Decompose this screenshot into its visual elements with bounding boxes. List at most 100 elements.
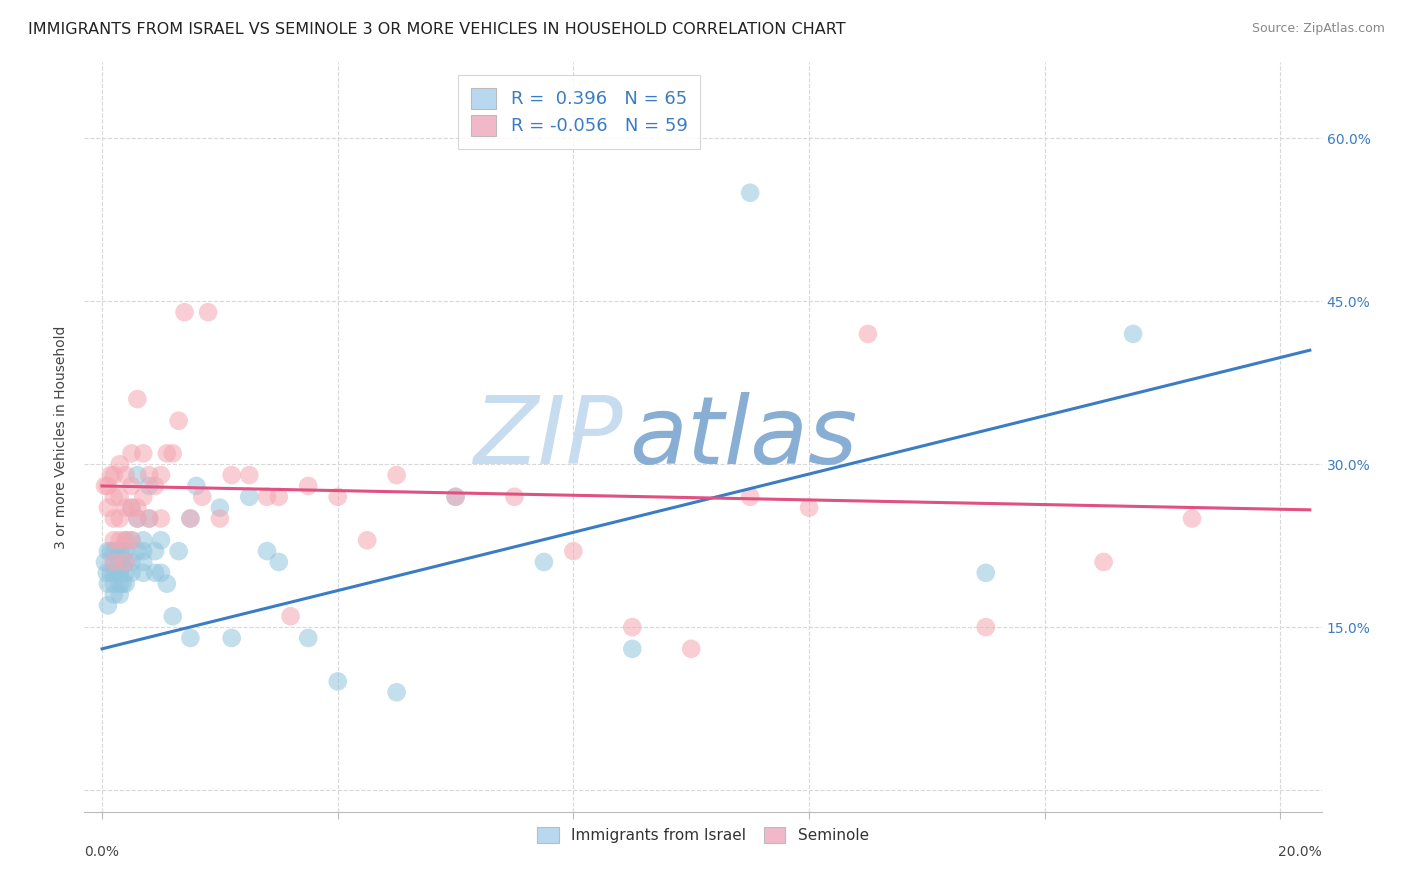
Point bbox=[127, 511, 149, 525]
Point bbox=[149, 533, 172, 548]
Point bbox=[121, 500, 143, 515]
Point bbox=[114, 468, 136, 483]
Point bbox=[111, 555, 134, 569]
Point bbox=[108, 490, 131, 504]
Point bbox=[179, 631, 201, 645]
Point bbox=[103, 511, 125, 525]
Point bbox=[100, 468, 122, 483]
Text: IMMIGRANTS FROM ISRAEL VS SEMINOLE 3 OR MORE VEHICLES IN HOUSEHOLD CORRELATION C: IMMIGRANTS FROM ISRAEL VS SEMINOLE 3 OR … bbox=[28, 22, 846, 37]
Point bbox=[149, 511, 172, 525]
Point bbox=[97, 500, 120, 515]
Point bbox=[108, 566, 131, 580]
Point bbox=[114, 544, 136, 558]
Point bbox=[167, 414, 190, 428]
Point bbox=[111, 576, 134, 591]
Legend: Immigrants from Israel, Seminole: Immigrants from Israel, Seminole bbox=[531, 821, 875, 849]
Point bbox=[127, 511, 149, 525]
Point bbox=[114, 500, 136, 515]
Point bbox=[533, 555, 555, 569]
Point bbox=[103, 555, 125, 569]
Point bbox=[103, 533, 125, 548]
Point bbox=[108, 511, 131, 525]
Point bbox=[121, 479, 143, 493]
Point bbox=[149, 566, 172, 580]
Point bbox=[121, 533, 143, 548]
Point bbox=[1092, 555, 1115, 569]
Point bbox=[103, 576, 125, 591]
Point bbox=[138, 511, 160, 525]
Point bbox=[114, 555, 136, 569]
Y-axis label: 3 or more Vehicles in Household: 3 or more Vehicles in Household bbox=[55, 326, 69, 549]
Point bbox=[797, 500, 820, 515]
Point bbox=[156, 446, 179, 460]
Point bbox=[132, 544, 155, 558]
Point bbox=[108, 457, 131, 471]
Point bbox=[256, 490, 278, 504]
Point bbox=[108, 576, 131, 591]
Point bbox=[97, 576, 120, 591]
Point bbox=[114, 566, 136, 580]
Point bbox=[96, 566, 118, 580]
Point bbox=[143, 566, 166, 580]
Point bbox=[132, 533, 155, 548]
Point bbox=[621, 620, 644, 634]
Point bbox=[94, 479, 117, 493]
Point bbox=[108, 533, 131, 548]
Point bbox=[179, 511, 201, 525]
Point bbox=[256, 544, 278, 558]
Point bbox=[121, 555, 143, 569]
Text: Source: ZipAtlas.com: Source: ZipAtlas.com bbox=[1251, 22, 1385, 36]
Point bbox=[114, 533, 136, 548]
Point bbox=[221, 631, 243, 645]
Point bbox=[132, 566, 155, 580]
Point bbox=[238, 468, 260, 483]
Point bbox=[197, 305, 219, 319]
Point bbox=[385, 685, 408, 699]
Point bbox=[127, 392, 149, 406]
Point bbox=[356, 533, 378, 548]
Point bbox=[186, 479, 208, 493]
Point bbox=[444, 490, 467, 504]
Point bbox=[503, 490, 526, 504]
Point bbox=[156, 576, 179, 591]
Point bbox=[162, 446, 184, 460]
Point bbox=[138, 468, 160, 483]
Point bbox=[132, 490, 155, 504]
Point bbox=[127, 544, 149, 558]
Point bbox=[97, 599, 120, 613]
Text: atlas: atlas bbox=[628, 392, 858, 483]
Point bbox=[1122, 326, 1144, 341]
Point bbox=[121, 446, 143, 460]
Point bbox=[103, 555, 125, 569]
Point bbox=[179, 511, 201, 525]
Point bbox=[108, 588, 131, 602]
Point bbox=[105, 544, 128, 558]
Point bbox=[267, 490, 290, 504]
Point bbox=[167, 544, 190, 558]
Point bbox=[681, 641, 703, 656]
Point bbox=[108, 544, 131, 558]
Point bbox=[114, 576, 136, 591]
Point bbox=[108, 544, 131, 558]
Point bbox=[562, 544, 585, 558]
Point bbox=[103, 588, 125, 602]
Point bbox=[138, 479, 160, 493]
Point bbox=[740, 490, 762, 504]
Point bbox=[974, 566, 997, 580]
Point bbox=[221, 468, 243, 483]
Point bbox=[149, 468, 172, 483]
Text: 20.0%: 20.0% bbox=[1278, 846, 1322, 859]
Point bbox=[132, 555, 155, 569]
Point bbox=[856, 326, 879, 341]
Point bbox=[114, 555, 136, 569]
Point bbox=[94, 555, 117, 569]
Point bbox=[297, 631, 319, 645]
Point bbox=[127, 500, 149, 515]
Point bbox=[621, 641, 644, 656]
Point bbox=[238, 490, 260, 504]
Point bbox=[108, 566, 131, 580]
Point bbox=[127, 468, 149, 483]
Point bbox=[280, 609, 302, 624]
Point bbox=[138, 511, 160, 525]
Point bbox=[103, 468, 125, 483]
